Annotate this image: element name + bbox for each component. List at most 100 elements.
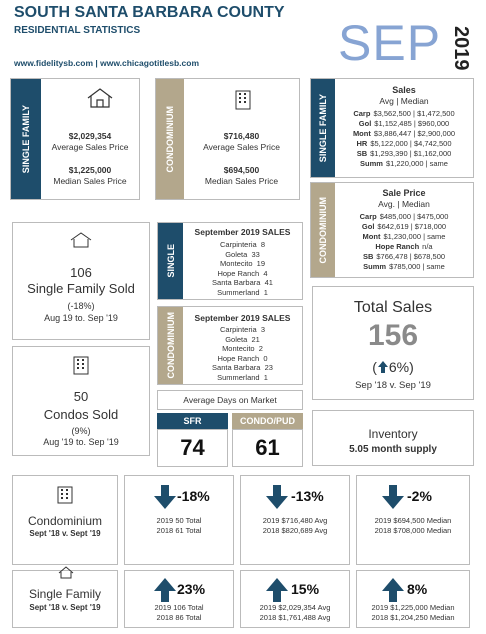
stat-line: 2018 $1,761,488 Avg <box>259 613 331 622</box>
stat-card: 15% 2019 $2,029,354 Avg 2018 $1,761,488 Av… <box>240 570 350 628</box>
building-icon <box>57 486 73 504</box>
sales-row: Summerland 1 <box>217 372 268 382</box>
sales-row: Hope Ranch 4 <box>217 268 268 278</box>
sales-row: Carpinteria 3 <box>219 325 266 334</box>
price-row: SB $1,293,390 | $1,162,000 <box>335 149 473 159</box>
sf-row-label: Single Family Sept '18 v. Sept '19 <box>12 566 118 628</box>
sales-row: Santa Barbara 41 <box>212 278 273 287</box>
avg-label: Average Sales Price <box>51 142 129 152</box>
stat-line: 2018 $708,000 Median <box>374 526 452 535</box>
area: SB <box>356 149 368 158</box>
up-arrow <box>266 578 288 602</box>
change: 23% <box>177 581 206 597</box>
price: $1,230,000 | same <box>383 232 446 241</box>
area: SB <box>362 252 374 261</box>
number: 50 <box>73 389 89 404</box>
stat-line: 2019 50 Total <box>156 516 202 525</box>
stat-card: -2% 2019 $694,500 Median 2018 $708,000 Med… <box>356 475 470 565</box>
stat-line: 2018 86 Total <box>156 613 202 622</box>
condo-row-label: Condominium Sept '18 v. Sept '19 <box>12 475 118 565</box>
change: -2% <box>407 488 432 504</box>
area: Gol <box>358 119 372 128</box>
stat-line: 2019 106 Total <box>154 603 204 612</box>
price-row: HR $5,122,000 | $4,742,500 <box>335 139 473 149</box>
price: $785,000 | same <box>389 262 445 271</box>
price-row: Summ $785,000 | same <box>335 262 473 272</box>
sept-single: SINGLE September 2019 SALES Carpinteria … <box>157 222 303 300</box>
condo-label: CONDO/PUD <box>232 413 303 429</box>
up-arrow <box>154 578 176 602</box>
sales-row: Santa Barbara 23 <box>212 363 273 372</box>
area: Mont <box>352 129 371 138</box>
period: Sept '18 v. Sept '19 <box>29 603 101 612</box>
period: Sept '18 v. Sept '19 <box>29 529 101 538</box>
box-subtitle: Avg. | Median <box>378 199 430 209</box>
down-arrow <box>382 485 404 509</box>
condo-sales: CONDOMINIUM Sale Price Avg. | Median Car… <box>310 182 474 278</box>
price-row: Hope Ranch n/a <box>335 242 473 252</box>
area: Mont <box>362 232 381 241</box>
change: 15% <box>291 581 320 597</box>
building-icon <box>235 90 251 110</box>
label: Single Family Sold <box>27 281 135 296</box>
label: Total Sales <box>353 299 433 316</box>
stat-line: 2019 $2,029,354 Avg <box>259 603 331 612</box>
sales-row: Hope Ranch 0 <box>217 353 268 363</box>
price: $1,220,000 | same <box>385 159 448 168</box>
house-icon <box>58 566 74 579</box>
tab: CONDOMINIUM <box>165 105 175 173</box>
price-row: Gol $642,619 | $718,000 <box>335 222 473 232</box>
price-row: Carp $3,562,500 | $1,472,500 <box>335 109 473 119</box>
price-row: Mont $3,886,447 | $2,900,000 <box>335 129 473 139</box>
price-row: Mont $1,230,000 | same <box>335 232 473 242</box>
total-sales: Total Sales 156 ( 6%) Sep '18 v. Sep '19 <box>312 286 474 400</box>
label: Inventory <box>368 427 418 441</box>
stat-line: 2018 $1,204,250 Median <box>371 613 455 622</box>
change: 6%) <box>388 359 414 375</box>
area: Carp <box>353 109 371 118</box>
house-icon <box>87 88 113 108</box>
price-row: Gol $1,152,485 | $960,000 <box>335 119 473 129</box>
change: (9%) <box>71 426 91 436</box>
median-label: Median Sales Price <box>53 176 127 186</box>
change: 8% <box>407 581 428 597</box>
tab: CONDOMINIUM <box>318 196 328 264</box>
condo-value: 61 <box>232 429 303 467</box>
stat-card: 8% 2019 $1,225,000 Median 2018 $1,204,250 … <box>356 570 470 628</box>
sales-row: Montecito 19 <box>219 259 266 268</box>
stat-card: -13% 2019 $716,480 Avg 2018 $820,689 Avg <box>240 475 350 565</box>
change: -13% <box>291 488 324 504</box>
value: 5.05 month supply <box>349 444 437 455</box>
sfr-label: SFR <box>157 413 228 429</box>
websites: www.fidelitysb.com | www.chicagotitlesb.… <box>14 58 200 68</box>
box-title: Sales <box>392 85 416 95</box>
box-subtitle: Avg | Median <box>379 96 429 106</box>
price: $766,478 | $678,500 <box>376 252 446 261</box>
change: (-18%) <box>67 301 95 311</box>
box-title: Sale Price <box>382 188 426 198</box>
change: -18% <box>177 488 210 504</box>
down-arrow <box>266 485 288 509</box>
median: $694,500 <box>223 165 260 175</box>
sales-row: Carpinteria 8 <box>219 240 266 249</box>
sept-condo: CONDOMINIUM September 2019 SALES Carpint… <box>157 306 303 385</box>
avg: $716,480 <box>223 131 260 141</box>
median-label: Median Sales Price <box>204 176 279 186</box>
number: 106 <box>70 265 92 280</box>
avg: $2,029,354 <box>68 131 112 141</box>
stat-card: 23% 2019 106 Total 2018 86 Total <box>124 570 234 628</box>
median: $1,225,000 <box>68 165 112 175</box>
up-arrow <box>377 361 388 373</box>
label: Condominium <box>27 514 103 528</box>
period: Aug '19 to. Sep '19 <box>43 437 119 447</box>
month: SEP <box>338 15 442 71</box>
stat-line: 2018 $820,689 Avg <box>262 526 328 535</box>
box-title: September 2019 SALES <box>194 227 291 237</box>
label: Single Family <box>28 587 102 601</box>
sales-row: Montecito 2 <box>222 344 263 353</box>
subtitle: RESIDENTIAL STATISTICS <box>14 25 141 36</box>
sf-sales: SINGLE FAMILY Sales Avg | Median Carp $3,… <box>310 78 474 178</box>
area: Gol <box>361 222 375 231</box>
avg-label: Average Sales Price <box>203 142 280 152</box>
